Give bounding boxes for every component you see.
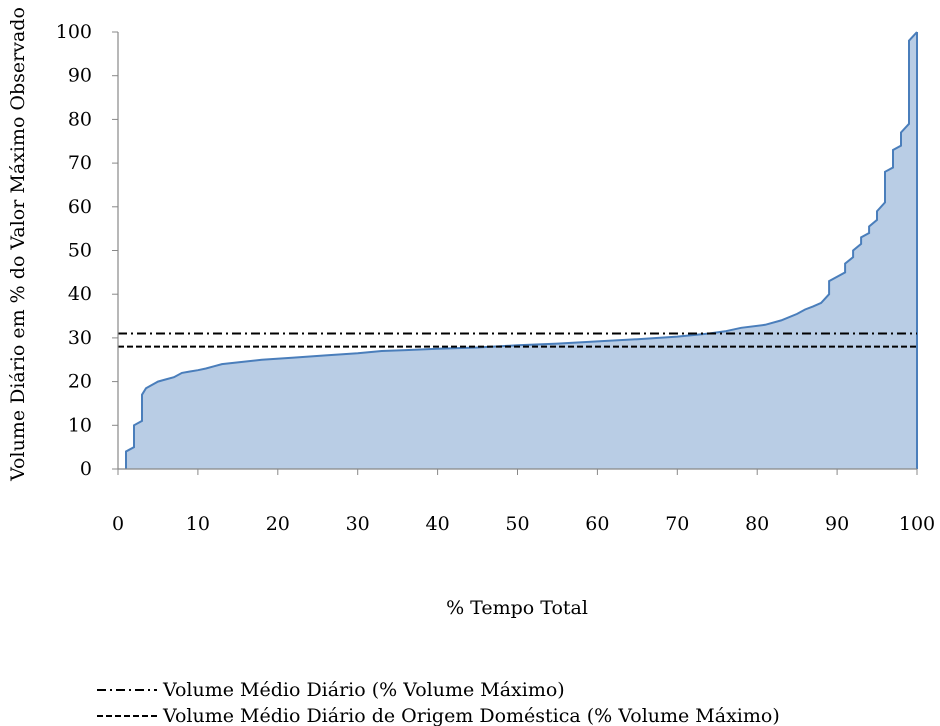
x-tick-label: 20 (266, 513, 290, 535)
x-tick-label: 40 (426, 513, 450, 535)
legend-label-domestic-volume: Volume Médio Diário de Origem Doméstica … (162, 705, 780, 726)
y-axis-title: Volume Diário em % do Valor Máximo Obser… (7, 7, 29, 482)
axes-layer (112, 31, 918, 475)
y-tick-label: 50 (68, 240, 92, 262)
x-tick-label: 0 (112, 513, 124, 535)
y-tick-label: 10 (68, 414, 92, 436)
y-tick-label: 80 (68, 108, 92, 130)
legend-label-mean-volume: Volume Médio Diário (% Volume Máximo) (162, 679, 565, 701)
y-tick-label: 90 (68, 65, 92, 87)
y-tick-label: 20 (68, 371, 92, 393)
x-tick-label: 80 (745, 513, 769, 535)
legend: Volume Médio Diário (% Volume Máximo) Vo… (97, 679, 780, 726)
y-tick-labels: 0 10 20 30 40 50 60 70 80 90 100 (56, 21, 92, 480)
x-tick-label: 10 (186, 513, 210, 535)
y-tick-label: 100 (56, 21, 92, 43)
x-tick-label: 70 (665, 513, 689, 535)
x-tick-label: 60 (585, 513, 609, 535)
reference-lines-layer (118, 332, 917, 348)
area-series-layer (125, 31, 918, 469)
y-tick-label: 40 (68, 283, 92, 305)
x-tick-label: 50 (505, 513, 529, 535)
x-tick-label: 100 (899, 513, 935, 535)
x-tick-label: 90 (825, 513, 849, 535)
area-fill (126, 32, 917, 469)
x-axis-title: % Tempo Total (446, 597, 588, 619)
x-tick-labels: 0 10 20 30 40 50 60 70 80 90 100 (112, 513, 935, 535)
y-tick-label: 70 (68, 152, 92, 174)
y-tick-label: 0 (80, 458, 92, 480)
x-tick-label: 30 (346, 513, 370, 535)
y-tick-label: 60 (68, 196, 92, 218)
area-outline (125, 31, 918, 469)
y-tick-label: 30 (68, 327, 92, 349)
